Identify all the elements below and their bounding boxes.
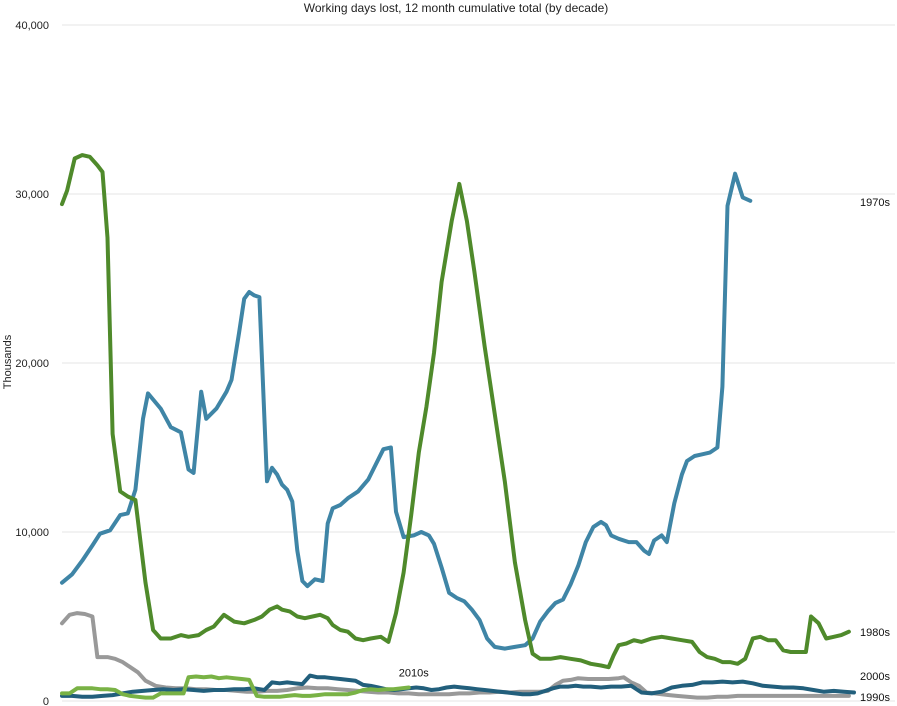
annotation-label: 2010s <box>399 667 429 679</box>
gridlines <box>62 24 895 702</box>
series-line-2010s <box>60 674 411 700</box>
y-tick-label: 30,000 <box>15 189 49 201</box>
series-labels: 1970s 1980s 1990s 2000s 2010s <box>399 197 891 704</box>
series-label-2000s: 2000s <box>860 671 890 683</box>
y-tick-label: 20,000 <box>15 358 49 370</box>
series-label-1970s: 1970s <box>860 197 890 209</box>
y-tick-label: 40,000 <box>15 20 49 32</box>
series-label-1990s: 1990s <box>860 692 890 704</box>
y-tick-label: 0 <box>43 696 49 706</box>
series-line-1970s <box>60 171 753 651</box>
series-line-2000s <box>60 673 856 699</box>
chart-title: Working days lost, 12 month cumulative t… <box>304 1 609 15</box>
series-lines <box>60 153 856 700</box>
y-tick-label: 10,000 <box>15 527 49 539</box>
series-label-1980s: 1980s <box>860 627 890 639</box>
series-line-1980s <box>60 153 851 670</box>
y-axis-ticks: 0 10,000 20,000 30,000 40,000 <box>15 20 49 706</box>
y-axis-label: Thousands <box>2 334 14 389</box>
